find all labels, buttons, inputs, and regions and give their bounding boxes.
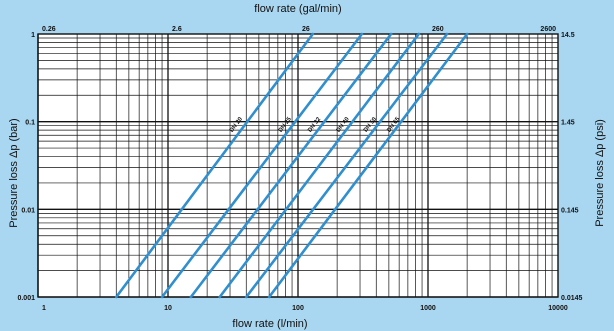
x-tick-top: 2600: [540, 26, 556, 33]
x-tick-top: 260: [432, 26, 444, 33]
series-line: [189, 32, 393, 299]
y-tick-right: 0.0145: [561, 295, 583, 302]
x-tick-top: 0.26: [42, 26, 56, 33]
tick-labels: 1 10 100 1000 10000 0.26 2.6 26 260 2600 1 0.1 0.01 0…: [17, 26, 582, 312]
x-tick-bottom: 1000: [420, 305, 436, 312]
series-line: [218, 32, 421, 299]
x-tick-bottom: 10: [164, 305, 172, 312]
y-tick-right: 0.145: [561, 207, 579, 214]
y-tick-left: 0.01: [21, 207, 35, 214]
x-tick-top: 2.6: [172, 26, 182, 33]
left-axis-title: Pressure loss Δp (bar): [8, 118, 20, 227]
y-tick-left: 1: [31, 32, 35, 39]
y-tick-left: 0.001: [17, 295, 35, 302]
y-tick-right: 1.45: [561, 120, 575, 127]
x-tick-top: 26: [302, 26, 310, 33]
y-tick-left: 0.1: [25, 120, 35, 127]
bottom-axis-title: flow rate (l/min): [232, 318, 307, 330]
y-tick-right: 14.5: [561, 32, 575, 39]
plot-frame: [37, 33, 559, 298]
x-tick-bottom: 100: [292, 305, 304, 312]
right-axis-title: Pressure loss Δp (psi): [594, 119, 606, 227]
top-axis-title: flow rate (gal/min): [254, 3, 341, 15]
grid: [37, 33, 559, 298]
series-line: [160, 32, 364, 299]
x-tick-bottom: 10000: [548, 305, 568, 312]
series-line: [114, 32, 315, 299]
series-line: [244, 32, 449, 299]
series-line: [267, 32, 469, 299]
x-tick-bottom: 1: [42, 305, 46, 312]
